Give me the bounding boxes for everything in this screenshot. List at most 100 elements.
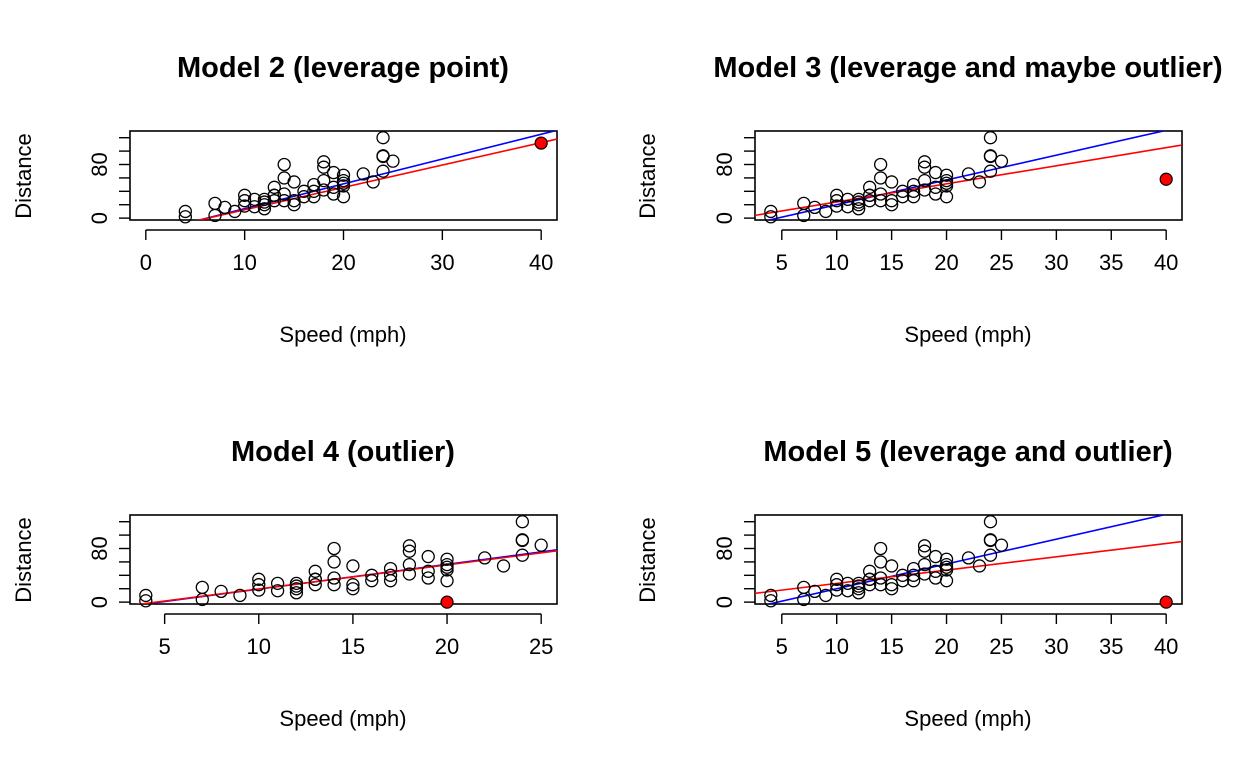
- data-point: [863, 188, 877, 202]
- data-point: [764, 588, 778, 603]
- data-point: [289, 579, 304, 593]
- data-point: [336, 173, 351, 188]
- y-tick-label: 0: [712, 212, 737, 224]
- data-point: [440, 552, 454, 566]
- x-tick-label: 40: [1154, 250, 1178, 275]
- data-point: [277, 187, 291, 201]
- data-point: [267, 180, 281, 194]
- data-point: [366, 175, 380, 189]
- x-tick-label: 20: [331, 250, 355, 275]
- data-point: [884, 175, 899, 189]
- data-point: [252, 578, 266, 592]
- data-point: [317, 173, 331, 188]
- data-point: [873, 157, 888, 172]
- data-point: [808, 200, 822, 215]
- data-point: [308, 564, 322, 578]
- data-point: [440, 574, 454, 588]
- x-tick-label: 40: [1154, 634, 1178, 659]
- data-point: [233, 588, 247, 603]
- data-point: [873, 555, 888, 569]
- data-point: [386, 154, 400, 168]
- data-point: [327, 571, 341, 585]
- x-tick-label: 25: [989, 250, 1013, 275]
- x-tick-label: 25: [529, 634, 553, 659]
- data-point: [928, 187, 943, 201]
- highlighted-point: [534, 136, 548, 150]
- data-point: [289, 576, 304, 591]
- data-point: [383, 561, 398, 576]
- data-point: [346, 578, 360, 592]
- x-axis-label: Speed (mph): [904, 322, 1031, 347]
- panel-title: Model 4 (outlier): [231, 436, 455, 468]
- data-point: [873, 194, 888, 208]
- data-point: [238, 194, 252, 208]
- data-point: [257, 202, 272, 216]
- y-tick-label: 80: [712, 152, 737, 176]
- panel-title: Model 3 (leverage and maybe outlier): [713, 52, 1222, 84]
- panel-title: Model 5 (leverage and outlier): [763, 436, 1172, 468]
- data-point: [252, 572, 266, 586]
- x-tick-label: 5: [159, 634, 171, 659]
- data-point: [195, 580, 209, 595]
- fit-line-blue: [765, 131, 1167, 220]
- data-point: [289, 586, 304, 600]
- data-point: [873, 571, 888, 585]
- data-point: [994, 538, 1009, 552]
- data-point: [863, 194, 877, 208]
- data-point: [139, 588, 153, 603]
- x-tick-label: 10: [824, 634, 848, 659]
- data-point: [327, 578, 341, 592]
- data-point: [270, 576, 285, 591]
- x-tick-label: 35: [1099, 250, 1123, 275]
- data-point: [270, 584, 285, 598]
- data-point: [830, 199, 844, 213]
- data-point: [983, 164, 998, 178]
- x-tick-label: 40: [529, 250, 553, 275]
- highlighted-point: [440, 595, 454, 609]
- data-point: [764, 210, 778, 224]
- y-axis-label: Distance: [635, 517, 660, 603]
- data-point: [863, 564, 877, 578]
- panel-model-3: Model 3 (leverage and maybe outlier) Spe…: [635, 52, 1223, 347]
- data-point: [939, 574, 954, 588]
- data-point: [402, 567, 417, 581]
- plot-frame: [754, 514, 1183, 605]
- data-point: [873, 171, 888, 185]
- data-point: [402, 544, 417, 558]
- data-point: [764, 204, 778, 219]
- x-tick-label: 10: [824, 250, 848, 275]
- data-point: [808, 584, 822, 599]
- data-point: [917, 173, 932, 188]
- data-point: [983, 515, 998, 529]
- data-point: [917, 160, 932, 174]
- data-point: [939, 552, 954, 566]
- data-point: [917, 544, 932, 558]
- data-point: [267, 194, 281, 208]
- data-point: [478, 551, 492, 565]
- data-point: [830, 194, 844, 208]
- x-tick-label: 20: [934, 250, 958, 275]
- highlighted-point: [1159, 595, 1173, 609]
- y-axis-label: Distance: [11, 133, 36, 219]
- data-point: [884, 198, 899, 212]
- data-point: [534, 538, 548, 552]
- data-point: [928, 549, 943, 564]
- data-point: [139, 594, 153, 608]
- y-tick-label: 0: [87, 596, 112, 608]
- data-point: [252, 583, 266, 597]
- data-point: [421, 549, 435, 564]
- y-tick-label: 80: [87, 536, 112, 560]
- x-tick-label: 20: [435, 634, 459, 659]
- x-tick-label: 15: [341, 634, 365, 659]
- x-tick-label: 15: [879, 250, 903, 275]
- data-point: [917, 155, 932, 169]
- x-axis-label: Speed (mph): [904, 706, 1031, 731]
- data-point: [830, 583, 844, 597]
- x-tick-label: 30: [430, 250, 454, 275]
- data-point: [402, 539, 417, 553]
- data-point: [983, 131, 998, 145]
- y-axis-label: Distance: [11, 517, 36, 603]
- x-tick-label: 0: [140, 250, 152, 275]
- data-point: [863, 578, 877, 592]
